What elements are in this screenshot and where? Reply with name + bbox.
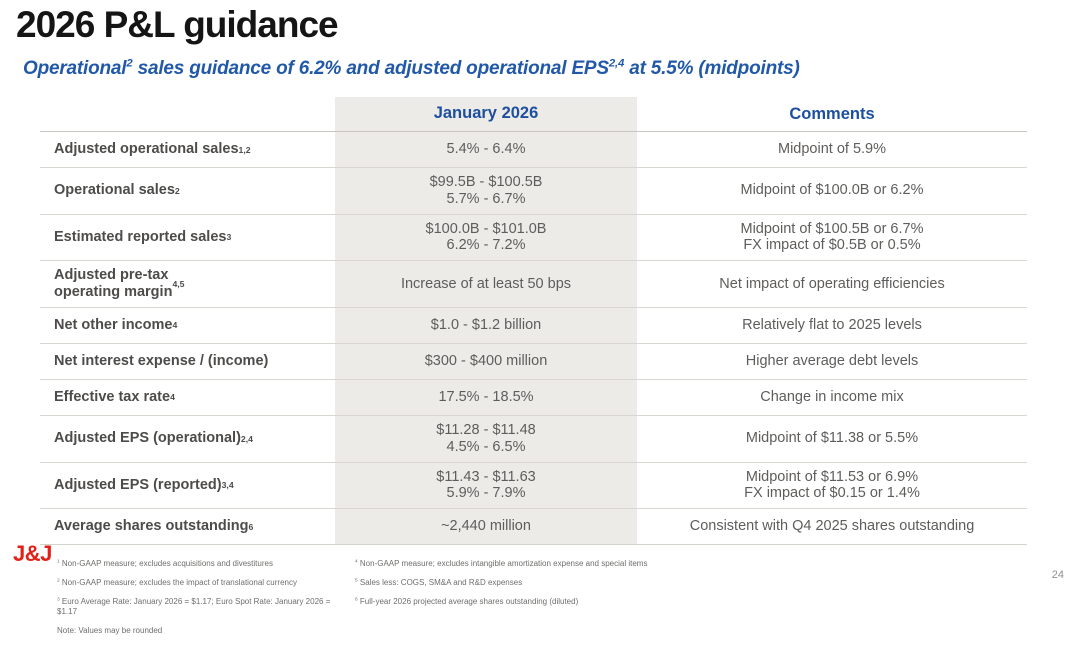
footnotes-right: 4 Non-GAAP measure; excludes intangible …	[355, 549, 655, 616]
column-header-january: January 2026	[335, 97, 637, 131]
row-value-january: Increase of at least 50 bps	[335, 261, 637, 307]
row-value-january: $99.5B - $100.5B 5.7% - 6.7%	[335, 168, 637, 214]
row-label: Operational sales 2	[54, 182, 180, 199]
table-header-row: January 2026 Comments	[40, 97, 1027, 132]
row-comment: Relatively flat to 2025 levels	[742, 316, 922, 333]
column-header-metric	[40, 97, 335, 131]
row-comment: Change in income mix	[760, 388, 904, 405]
row-label: Adjusted pre-tax operating margin 4,5	[54, 267, 185, 301]
footnote-line: 3 Euro Average Rate: January 2026 = $1.1…	[57, 596, 331, 616]
row-label: Effective tax rate 4	[54, 388, 175, 405]
row-label: Estimated reported sales 3	[54, 229, 232, 246]
table-row: Adjusted EPS (reported) 3,4 $11.43 - $11.…	[40, 461, 1027, 509]
table-row: Net interest expense / (income) $300 - $…	[40, 342, 1027, 379]
row-value-january: ~2,440 million	[335, 509, 637, 545]
row-comment: Midpoint of $11.53 or 6.9% FX impact of …	[744, 468, 920, 502]
row-label: Net interest expense / (income)	[54, 352, 269, 369]
row-value-january: 17.5% - 18.5%	[335, 379, 637, 415]
footnote-line: 4 Non-GAAP measure; excludes intangible …	[355, 558, 648, 568]
footnote-line: 2 Non-GAAP measure; excludes the impact …	[57, 577, 297, 587]
page-title: 2026 P&L guidance	[16, 4, 339, 45]
table-row: Adjusted operational sales 1,2 5.4% - 6.4…	[40, 132, 1027, 167]
table-row: Estimated reported sales 3 $100.0B - $10…	[40, 213, 1027, 261]
row-value-january: $1.0 - $1.2 billion	[335, 307, 637, 343]
row-value-january: $100.0B - $101.0B 6.2% - 7.2%	[335, 214, 637, 261]
row-comment: Midpoint of $100.0B or 6.2%	[740, 182, 924, 199]
row-label: Net other income 4	[54, 316, 178, 333]
page-number: 24	[1051, 569, 1064, 581]
row-comment: Consistent with Q4 2025 shares outstandi…	[689, 518, 975, 535]
row-comment: Midpoint of 5.9%	[777, 141, 886, 158]
row-label: Adjusted EPS (operational) 2,4	[54, 430, 253, 447]
jnj-logo: J&J	[13, 541, 52, 566]
footnote-line: 1 Non-GAAP measure; excludes acquisition…	[57, 558, 273, 568]
table-row: Net other income 4 $1.0 - $1.2 billion Re…	[40, 306, 1027, 343]
row-label: Adjusted EPS (reported) 3,4	[54, 476, 234, 493]
row-label: Average shares outstanding 6	[54, 518, 254, 535]
row-value-january: $11.28 - $11.48 4.5% - 6.5%	[335, 415, 637, 462]
table-row: Adjusted pre-tax operating margin 4,5 Inc…	[40, 260, 1027, 307]
row-comment: Higher average debt levels	[745, 352, 919, 369]
footnote-line: 5 Sales less: COGS, SM&A and R&D expense…	[355, 577, 523, 587]
table-row: Effective tax rate 4 17.5% - 18.5% Change…	[40, 378, 1027, 415]
row-label: Adjusted operational sales 1,2	[54, 141, 251, 158]
table-row: Average shares outstanding 6 ~2,440 milli…	[40, 508, 1027, 545]
table-row: Operational sales 2 $99.5B - $100.5B 5.7%…	[40, 167, 1027, 214]
footnote-line: 6 Full-year 2026 projected average share…	[355, 596, 579, 606]
row-comment: Net impact of operating efficiencies	[719, 275, 945, 292]
footnote-line: Note: Values may be rounded	[57, 625, 163, 635]
row-value-january: 5.4% - 6.4%	[335, 132, 637, 167]
footnotes-left: 1 Non-GAAP measure; excludes acquisition…	[57, 549, 347, 645]
row-value-january: $11.43 - $11.63 5.9% - 7.9%	[335, 462, 637, 509]
row-comment: Midpoint of $100.5B or 6.7% FX impact of…	[740, 220, 924, 254]
slide-subtitle: Operational2 sales guidance of 6.2% and …	[23, 57, 800, 79]
row-value-january: $300 - $400 million	[335, 343, 637, 379]
column-header-comments: Comments	[789, 104, 875, 123]
table-row: Adjusted EPS (operational) 2,4 $11.28 - $…	[40, 414, 1027, 462]
guidance-table: January 2026 Comments Adjusted operation…	[40, 97, 1027, 546]
row-comment: Midpoint of $11.38 or 5.5%	[745, 430, 919, 447]
